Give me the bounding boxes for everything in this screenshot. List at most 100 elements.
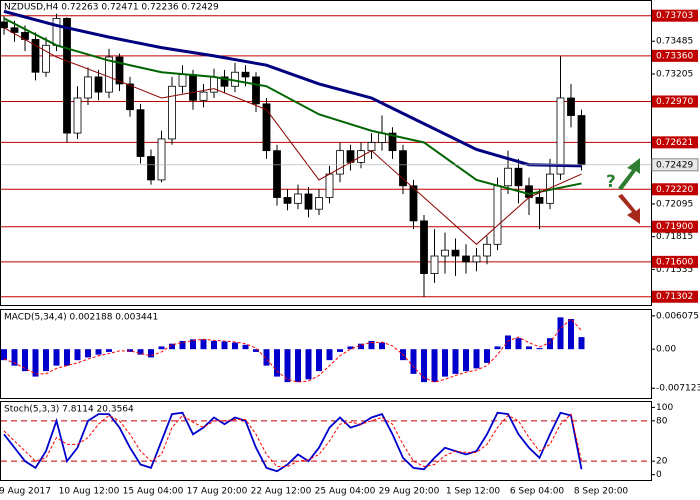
x-tick-label: 15 Aug 04:00 <box>123 487 184 497</box>
histogram-bar <box>410 349 417 374</box>
y-tick-label: 0.006075 <box>656 311 699 321</box>
candle-body <box>472 255 481 263</box>
level-label-box <box>652 9 698 22</box>
annotation: ? <box>606 172 616 192</box>
up-arrow <box>618 158 640 190</box>
histogram-bar <box>473 349 480 369</box>
candle-body <box>315 197 323 210</box>
histogram-bar <box>347 346 354 350</box>
y-tick-label: 0.73205 <box>656 69 693 79</box>
histogram-bar <box>158 346 165 350</box>
candle-body <box>84 76 92 99</box>
candle-body <box>52 17 61 46</box>
histogram-bar <box>452 349 459 374</box>
histogram-bar <box>557 317 564 350</box>
histogram-bar <box>295 349 301 383</box>
level-label-box <box>652 49 698 62</box>
candle-body <box>535 197 544 204</box>
candle-body <box>94 76 103 93</box>
histogram-bar <box>431 349 438 383</box>
histogram-bar <box>526 346 532 350</box>
histogram-bar <box>32 349 39 377</box>
candle-body <box>504 167 512 187</box>
x-tick-label: 22 Aug 12:00 <box>251 487 312 497</box>
last-price-label: 0.72429 <box>656 160 693 170</box>
y-tick-label: 20 <box>656 457 668 467</box>
histogram-bar <box>421 349 427 383</box>
level-label: 0.72970 <box>656 97 693 107</box>
level-label: 0.71302 <box>656 292 693 302</box>
indicator-line <box>3 318 582 383</box>
histogram-bar <box>515 338 522 350</box>
indicator-line <box>3 413 582 468</box>
candle-body <box>10 27 19 33</box>
candle-body <box>567 97 575 116</box>
histogram-bar <box>284 349 291 383</box>
candle-body <box>430 255 439 274</box>
macd-panel <box>0 309 652 399</box>
histogram-bar <box>190 339 196 350</box>
histogram-bar <box>74 349 81 361</box>
histogram-bar <box>536 348 543 350</box>
histogram-bar <box>305 349 312 380</box>
histogram-bar <box>64 349 70 366</box>
y-tick-label: 100 <box>656 403 673 413</box>
histogram-bar <box>316 349 322 372</box>
candle-body <box>304 193 313 210</box>
histogram-bar <box>547 338 553 350</box>
level-label-box <box>652 136 698 149</box>
candle-body <box>577 115 586 166</box>
stoch-panel <box>0 401 652 481</box>
candle-body <box>336 150 344 175</box>
x-tick-label: 10 Aug 12:00 <box>59 487 120 497</box>
x-tick-label: 17 Aug 20:00 <box>187 487 248 497</box>
histogram-bar <box>127 349 133 352</box>
candle-body <box>399 150 407 187</box>
down-arrow <box>618 194 640 224</box>
histogram-bar <box>11 349 18 366</box>
candle-body <box>556 97 565 175</box>
candle-body <box>325 173 334 198</box>
level-label-box <box>652 255 698 268</box>
x-tick-label: 8 Sep 20:00 <box>574 487 629 497</box>
candle-body <box>409 185 418 222</box>
candle-body <box>147 156 155 181</box>
histogram-bar <box>505 335 511 350</box>
histogram-bar <box>95 349 102 355</box>
y-tick-label: 0.71815 <box>656 232 693 242</box>
level-label-box <box>652 183 698 196</box>
histogram-bar <box>242 344 249 350</box>
level-label-box <box>652 95 698 108</box>
histogram-bar <box>169 343 175 350</box>
candle-body <box>220 76 229 87</box>
histogram-bar <box>106 349 112 352</box>
y-tick-label: -0.007123 <box>656 384 700 394</box>
histogram-bar <box>326 349 333 361</box>
histogram-bar <box>200 339 207 350</box>
level-label: 0.72621 <box>656 138 693 148</box>
candle-body <box>42 44 50 73</box>
histogram-bar <box>568 319 574 350</box>
candle-body <box>252 76 260 105</box>
y-tick-label: 0 <box>656 470 662 480</box>
x-tick-label: 1 Sep 12:00 <box>446 487 501 497</box>
histogram-bar <box>442 349 448 377</box>
histogram-bar <box>179 340 186 350</box>
histogram-bar <box>43 349 49 372</box>
histogram-bar <box>274 349 280 377</box>
histogram-bar <box>22 349 28 372</box>
level-label-box <box>652 290 698 303</box>
candle-body <box>462 255 470 263</box>
indicator-line <box>3 411 583 473</box>
histogram-bar <box>463 349 469 372</box>
histogram-bar <box>221 341 228 350</box>
y-tick-label: 0.00 <box>656 345 676 355</box>
x-tick-label: 6 Sep 04:00 <box>510 487 565 497</box>
histogram-bar <box>368 340 375 350</box>
histogram-bar <box>578 337 585 350</box>
level-label: 0.73703 <box>656 11 693 21</box>
candle-body <box>63 17 71 134</box>
x-tick-label: 9 Aug 2017 <box>0 487 51 497</box>
histogram-bar <box>263 349 270 366</box>
